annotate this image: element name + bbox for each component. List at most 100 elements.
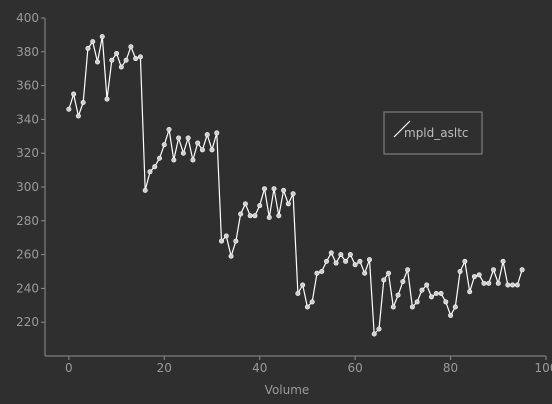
data-point <box>491 267 497 273</box>
legend-entry-label: mpld_asltc <box>404 126 469 140</box>
data-point <box>190 157 196 163</box>
data-point <box>266 214 272 220</box>
x-axis-label: Volume <box>265 383 310 397</box>
data-point <box>94 59 100 65</box>
data-point <box>495 280 501 286</box>
data-point <box>386 270 392 276</box>
y-tick-label: 320 <box>16 146 39 160</box>
data-point <box>376 326 382 332</box>
data-point <box>481 280 487 286</box>
data-point <box>338 252 344 258</box>
data-point <box>443 299 449 305</box>
data-point <box>414 299 420 305</box>
data-point <box>457 268 463 274</box>
data-point <box>505 282 511 288</box>
data-point <box>390 304 396 310</box>
data-point <box>133 56 139 62</box>
data-point <box>309 299 315 305</box>
data-point <box>233 238 239 244</box>
data-point <box>366 257 372 263</box>
data-point <box>185 135 191 141</box>
data-point <box>510 282 516 288</box>
data-point <box>123 57 129 63</box>
data-point <box>104 96 110 102</box>
data-point <box>180 150 186 156</box>
data-point <box>152 164 158 170</box>
data-point <box>142 187 148 193</box>
legend-line-swatch <box>393 120 411 138</box>
data-point <box>405 267 411 273</box>
data-point <box>476 272 482 278</box>
data-point <box>271 186 277 192</box>
y-tick-label: 240 <box>16 281 39 295</box>
data-point <box>137 54 143 60</box>
data-point <box>514 282 520 288</box>
data-point <box>433 290 439 296</box>
y-tick-label: 340 <box>16 112 39 126</box>
data-point <box>219 238 225 244</box>
y-tick-label: 360 <box>16 79 39 93</box>
data-point <box>176 135 182 141</box>
data-point <box>438 290 444 296</box>
data-point <box>228 253 234 259</box>
data-point <box>257 203 263 209</box>
legend-box <box>383 111 483 155</box>
data-point <box>343 258 349 264</box>
data-point <box>147 169 153 175</box>
data-point <box>419 287 425 293</box>
data-point <box>85 45 91 51</box>
data-point <box>333 260 339 266</box>
data-point <box>486 280 492 286</box>
data-point <box>157 155 163 161</box>
x-tick-label: 100 <box>535 361 552 375</box>
x-tick-label: 20 <box>157 361 172 375</box>
legend[interactable]: mpld_asltc <box>383 111 483 155</box>
data-point <box>452 304 458 310</box>
data-point <box>166 127 172 133</box>
data-point <box>99 34 105 40</box>
data-point <box>304 304 310 310</box>
data-point <box>66 106 72 112</box>
data-point <box>199 147 205 153</box>
data-point <box>467 289 473 295</box>
data-point <box>371 331 377 337</box>
data-point <box>352 262 358 268</box>
y-tick-label: 260 <box>16 248 39 262</box>
data-point <box>204 132 210 138</box>
data-point <box>290 191 296 197</box>
data-point <box>428 294 434 300</box>
x-tick-label: 60 <box>348 361 363 375</box>
data-point <box>381 277 387 283</box>
data-point <box>161 142 167 148</box>
data-point <box>276 213 282 219</box>
y-tick-label: 400 <box>16 11 39 25</box>
series-group <box>66 34 525 337</box>
data-point <box>395 292 401 298</box>
data-point <box>400 279 406 285</box>
data-point <box>319 268 325 274</box>
data-point <box>300 282 306 288</box>
data-point <box>471 274 477 280</box>
data-point <box>409 304 415 310</box>
data-point <box>347 252 353 258</box>
data-point <box>424 282 430 288</box>
data-point <box>238 211 244 217</box>
y-tick-label: 300 <box>16 180 39 194</box>
data-point <box>71 91 77 97</box>
y-tick-label: 280 <box>16 214 39 228</box>
data-point <box>448 312 454 318</box>
data-point <box>75 113 81 119</box>
y-tick-label: 380 <box>16 45 39 59</box>
data-point <box>247 213 253 219</box>
data-point <box>109 57 115 63</box>
data-point <box>252 213 258 219</box>
y-axis-ticks: 220 240 260 280 300 320 340 360 380 400 <box>16 11 45 329</box>
data-point <box>285 201 291 207</box>
series-line <box>68 35 523 335</box>
data-point <box>195 140 201 146</box>
y-tick-label: 220 <box>16 315 39 329</box>
data-point <box>209 147 215 153</box>
data-point <box>295 290 301 296</box>
data-point <box>118 64 124 70</box>
